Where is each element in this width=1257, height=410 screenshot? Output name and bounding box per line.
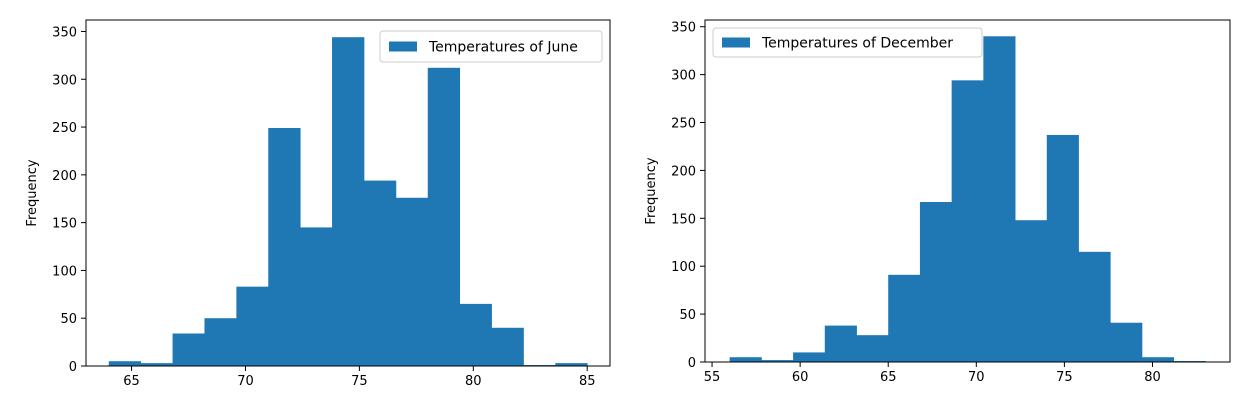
y-tick-label: 50 xyxy=(679,308,696,323)
y-tick-label: 300 xyxy=(52,73,77,88)
histogram-bar xyxy=(951,80,984,362)
x-tick-label: 75 xyxy=(351,374,368,389)
histogram-bar xyxy=(140,363,173,366)
legend-box xyxy=(712,27,983,58)
axes-frame xyxy=(704,19,1231,363)
histogram-bar xyxy=(268,128,301,366)
histogram-bar xyxy=(919,202,953,362)
y-tick-label: 250 xyxy=(52,121,77,136)
y-tick-label: 350 xyxy=(671,21,696,36)
histogram-bar xyxy=(888,274,921,362)
y-tick-label: 250 xyxy=(671,117,696,132)
legend-label: Temperatures of December xyxy=(761,36,953,52)
histogram-bar xyxy=(856,335,889,362)
legend-label: Temperatures of June xyxy=(428,40,578,56)
histogram-bar xyxy=(793,352,826,362)
x-tick-label: 80 xyxy=(1144,370,1161,385)
histogram-bar xyxy=(459,303,492,366)
y-tick-label: 100 xyxy=(52,264,77,279)
june-histogram: 65 70 75 80 85 0 50 100 150 200 250 300 350 Frequency… xyxy=(25,19,611,389)
histogram-bar xyxy=(1015,220,1048,362)
x-tick-label: 85 xyxy=(579,374,596,389)
y-tick-label: 300 xyxy=(671,69,696,84)
y-axis-label: Frequency xyxy=(25,159,40,226)
y-tick-label: 0 xyxy=(69,360,77,375)
legend: Temperatures of December xyxy=(712,27,983,58)
y-tick-label: 0 xyxy=(688,356,696,371)
y-tick-label: 50 xyxy=(60,312,77,327)
y-axis-label: Frequency xyxy=(644,157,659,224)
histogram-bar xyxy=(363,180,397,366)
x-tick-label: 75 xyxy=(1056,370,1073,385)
legend-swatch xyxy=(722,37,750,48)
histogram-bar xyxy=(1141,357,1175,362)
histogram-bar xyxy=(1046,134,1079,362)
y-tick-label: 200 xyxy=(671,164,696,179)
legend-box xyxy=(379,30,603,63)
histogram-bar xyxy=(172,333,205,366)
y-tick-label: 150 xyxy=(52,217,77,232)
histogram-bar xyxy=(761,360,794,362)
y-tick-label: 200 xyxy=(52,169,77,184)
x-tick-label: 65 xyxy=(880,370,897,385)
x-tick-label: 65 xyxy=(123,374,140,389)
x-tick-label: 80 xyxy=(465,374,482,389)
histogram-bar xyxy=(729,357,762,362)
histogram-bar xyxy=(983,36,1016,362)
x-tick-label: 60 xyxy=(792,370,809,385)
histogram-bar xyxy=(395,197,429,366)
y-tick-label: 100 xyxy=(671,260,696,275)
legend-swatch xyxy=(389,41,417,52)
histogram-bar xyxy=(204,318,237,366)
histogram-bar xyxy=(824,325,857,362)
histogram-bar xyxy=(491,327,524,366)
x-tick-label: 55 xyxy=(704,370,721,385)
x-tick-label: 70 xyxy=(237,374,254,389)
x-tick-label: 70 xyxy=(968,370,985,385)
histogram-bar xyxy=(1078,251,1111,362)
legend: Temperatures of June xyxy=(379,30,603,63)
histogram-bar xyxy=(300,227,333,366)
y-tick-label: 150 xyxy=(671,212,696,227)
histogram-bar xyxy=(108,361,142,366)
december-histogram: 55 60 65 70 75 80 0 50 100 150 200 250 300 350 Frequen… xyxy=(644,19,1231,385)
histogram-bar xyxy=(1110,322,1143,362)
y-tick-label: 350 xyxy=(52,25,77,40)
axes-frame xyxy=(85,19,611,367)
histogram-bar xyxy=(332,37,365,366)
histogram-bar xyxy=(555,363,588,366)
histogram-bar xyxy=(236,286,269,366)
histogram-bar xyxy=(427,67,461,366)
